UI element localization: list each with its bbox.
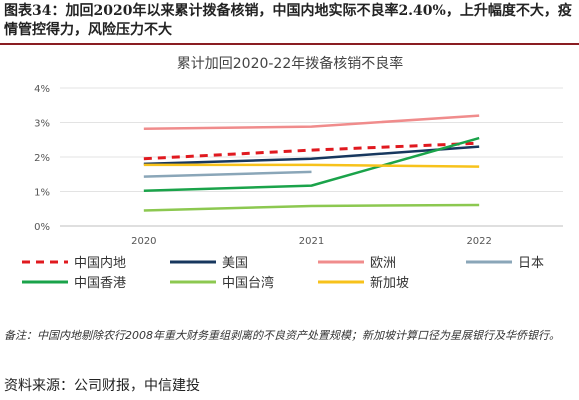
y-tick-label: 2%	[34, 153, 50, 164]
x-tick-label: 2021	[299, 236, 324, 247]
series-line	[143, 114, 480, 130]
series-line	[143, 145, 480, 166]
series-line	[143, 170, 312, 178]
legend-label: 中国台湾	[222, 275, 274, 290]
chart-title: 累计加回2020-22年拨备核销不良率	[177, 55, 404, 72]
x-tick-label: 2022	[466, 236, 491, 247]
series-line	[143, 163, 480, 168]
legend-label: 中国香港	[74, 276, 126, 290]
y-tick-label: 3%	[34, 119, 50, 130]
legend-label: 美国	[222, 256, 248, 271]
series-line	[143, 203, 480, 212]
title-divider	[0, 43, 579, 45]
legend-label: 欧洲	[370, 256, 396, 271]
source-note: 资料来源：公司财报，中信建投	[4, 378, 200, 394]
figure-title: 图表34：加回2020年以来累计拨备核销，中国内地实际不良率2.40%，上升幅度…	[4, 3, 572, 38]
y-tick-label: 1%	[34, 188, 50, 199]
y-tick-label: 0%	[34, 222, 50, 233]
x-tick-label: 2020	[131, 236, 156, 247]
legend-label: 中国内地	[74, 255, 126, 271]
legend-label: 日本	[518, 256, 544, 271]
y-tick-label: 4%	[34, 84, 50, 95]
series-line	[143, 136, 480, 193]
line-chart: 累计加回2020-22年拨备核销不良率 0%1%2%3%4% 2020 2021 2…	[22, 55, 563, 290]
y-axis-ticks: 0% 1% 2% 3% 4%	[34, 84, 50, 233]
x-axis-ticks: 2020 2021 2022	[131, 236, 492, 247]
legend-label: 新加坡	[370, 275, 409, 290]
gridlines	[60, 87, 563, 227]
series-lines	[143, 114, 480, 212]
footnote: 备注：中国内地剔除农行2008年重大财务重组剥离的不良资产处置规模；新加坡计算口…	[4, 329, 560, 342]
